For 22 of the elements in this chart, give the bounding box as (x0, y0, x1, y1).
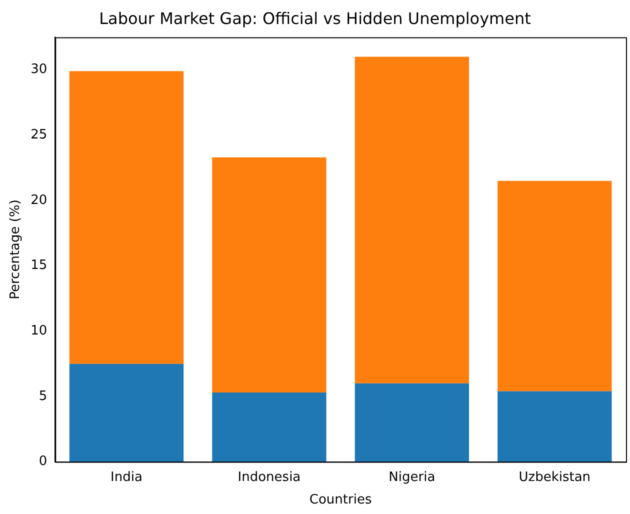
x-tick-label: India (110, 470, 142, 485)
bar (354, 56, 470, 384)
x-tick-label: Uzbekistan (518, 470, 591, 485)
y-tick-label: 30 (30, 62, 48, 78)
y-axis-title: Percentage (%) (8, 200, 24, 300)
x-axis-title: Countries (309, 492, 372, 508)
chart-title: Labour Market Gap: Official vs Hidden Unemployment (99, 8, 531, 28)
y-tick-label: 10 (30, 324, 48, 339)
y-tick-label: 20 (30, 192, 48, 208)
bar (212, 157, 326, 393)
y-tick-label: 0 (38, 454, 48, 470)
bar (498, 180, 612, 392)
bar (69, 364, 184, 462)
y-tick-label: 15 (30, 258, 48, 274)
x-tick-label: Nigeria (388, 470, 436, 485)
bar (354, 383, 470, 462)
bar (69, 71, 184, 364)
y-tick-label: 25 (30, 128, 48, 143)
y-tick-label: 5 (38, 388, 48, 404)
x-tick-label: Indonesia (238, 470, 301, 485)
bar (212, 392, 326, 462)
bar (498, 391, 612, 462)
